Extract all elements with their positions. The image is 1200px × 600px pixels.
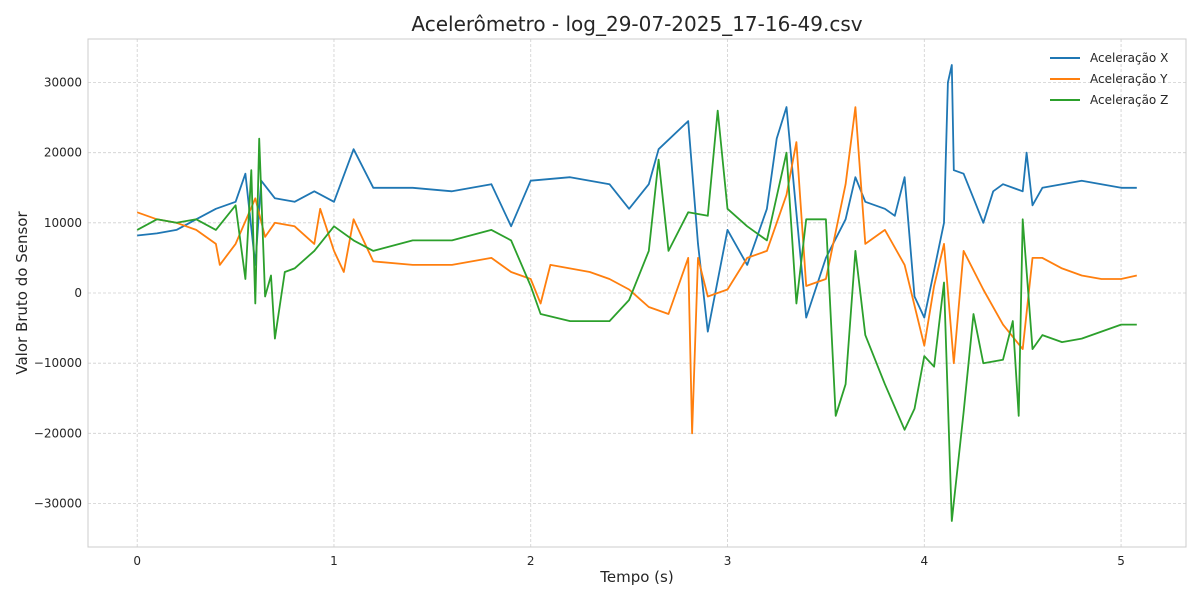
x-tick-label: 4 — [920, 554, 928, 568]
legend-label: Aceleração X — [1090, 51, 1168, 65]
y-tick-label: 20000 — [44, 146, 82, 160]
series-line-1 — [137, 64, 1137, 333]
x-axis-title: Tempo (s) — [599, 568, 673, 586]
y-tick-label: 0 — [74, 286, 82, 300]
series-line-2 — [136, 106, 1137, 435]
grid-layer — [88, 39, 1186, 547]
x-tick-label: 5 — [1117, 554, 1125, 568]
x-tick-label: 1 — [330, 554, 338, 568]
x-tick-label: 0 — [133, 554, 141, 568]
y-tick-labels: −30000 −20000 −10000 0 10000 20000 30000 — [34, 76, 82, 511]
x-tick-labels: 0 1 2 3 4 5 — [133, 554, 1125, 568]
plot-frame — [87, 38, 1187, 548]
y-tick-label: −20000 — [34, 426, 82, 440]
series-layer — [136, 64, 1137, 522]
y-tick-label: −10000 — [34, 356, 82, 370]
y-axis-title: Valor Bruto do Sensor — [13, 211, 31, 375]
x-tick-label: 3 — [724, 554, 732, 568]
x-tick-label: 2 — [527, 554, 535, 568]
y-tick-label: −30000 — [34, 496, 82, 510]
chart-title: Acelerômetro - log_29-07-2025_17-16-49.c… — [411, 12, 862, 36]
legend-label: Aceleração Y — [1090, 72, 1168, 86]
legend-label: Aceleração Z — [1090, 93, 1168, 107]
y-tick-label: 30000 — [44, 76, 82, 90]
series-line-3 — [136, 109, 1137, 522]
y-tick-label: 10000 — [44, 216, 82, 230]
legend: Aceleração X Aceleração Y Aceleração Z — [1050, 51, 1168, 107]
